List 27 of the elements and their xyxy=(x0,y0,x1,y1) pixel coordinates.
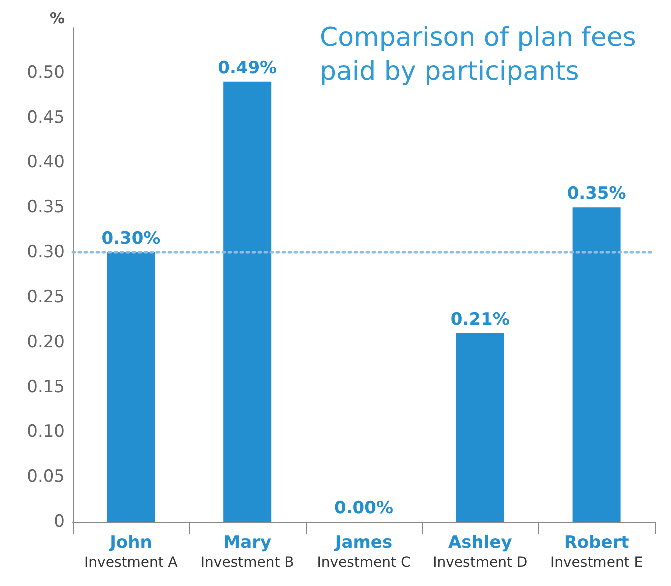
y-tick-label: 0.45 xyxy=(27,108,65,128)
y-tick-label: 0.10 xyxy=(27,422,65,442)
data-label: 0.30% xyxy=(102,229,161,250)
x-tick-label: Ashley Investment D xyxy=(433,533,528,571)
text: Comparison of plan fees paid by participants xyxy=(320,23,645,87)
y-tick-label: 0.40 xyxy=(27,152,65,173)
y-tick-label: 0 xyxy=(54,512,65,532)
bar xyxy=(572,208,621,522)
y-tick-label: 0.35 xyxy=(27,198,65,218)
x-tick-label: Mary Investment B xyxy=(200,533,294,571)
y-tick-label: 0.25 xyxy=(27,287,65,308)
y-tick-label: 0.50 xyxy=(27,62,65,83)
x-tick-label: Robert Investment E xyxy=(550,533,644,571)
data-label: 0.00% xyxy=(334,498,394,518)
y-tick-label: 0.05 xyxy=(27,467,65,488)
y-axis-title: % xyxy=(50,10,65,28)
x-tick-label: James Investment C xyxy=(317,533,411,571)
bar xyxy=(224,82,272,522)
data-label: 0.21% xyxy=(450,310,510,330)
bar xyxy=(456,333,504,522)
x-tick-label: John Investment A xyxy=(84,533,178,571)
y-tick-label: 0.15 xyxy=(27,377,65,398)
y-tick-label: 0.30 xyxy=(27,242,65,263)
data-label: 0.35% xyxy=(567,184,626,204)
data-label: 0.49% xyxy=(218,58,278,78)
bar xyxy=(107,252,156,522)
y-tick-label: 0.20 xyxy=(27,332,65,352)
